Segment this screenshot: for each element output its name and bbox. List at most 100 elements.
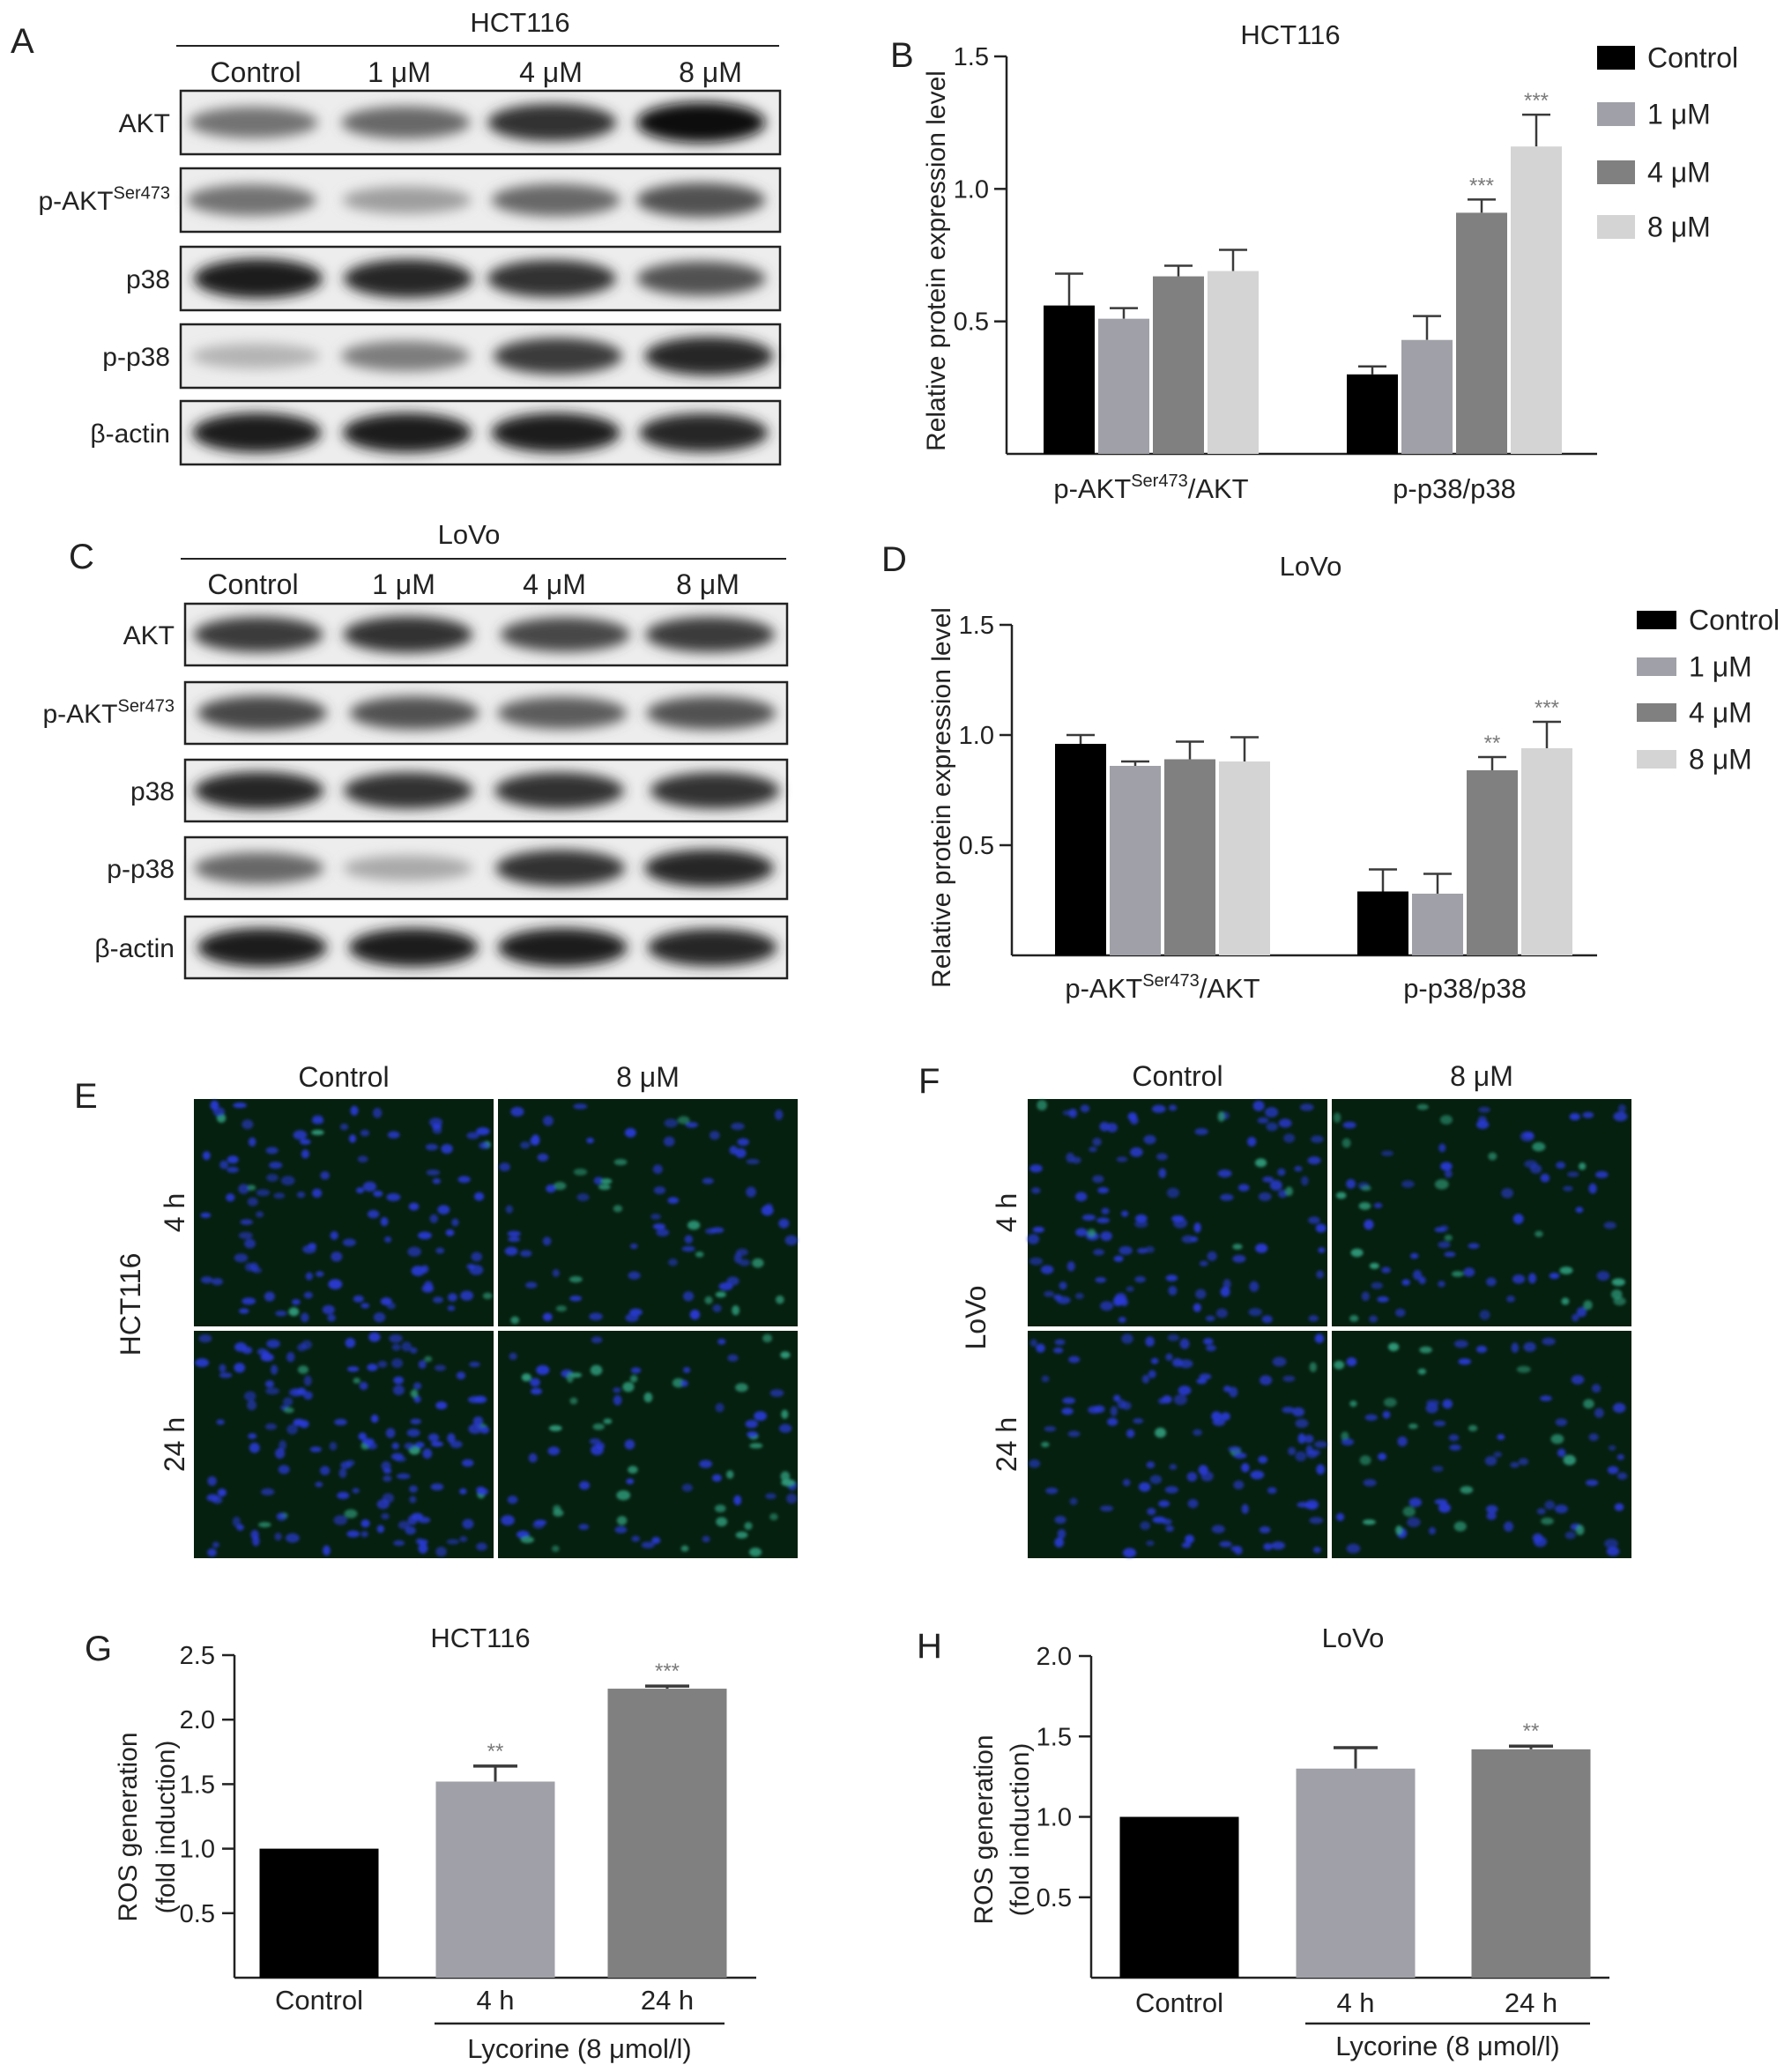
blot-band [644,849,774,887]
cell [301,1312,309,1323]
cell [1488,1152,1497,1161]
cell [409,1485,418,1493]
cell [384,1236,392,1244]
cell [774,1110,784,1120]
cell [1614,1503,1624,1511]
cell [1062,1397,1076,1404]
cell [735,1383,748,1392]
cell [1053,1347,1064,1354]
cell [293,1389,303,1395]
cell [578,1524,590,1530]
cell [1157,1398,1167,1405]
cell [1373,1202,1383,1208]
cell [1260,1375,1273,1385]
micrograph [1332,1099,1631,1326]
cell [311,1129,324,1136]
blot-band [349,695,479,731]
cell [1129,1147,1143,1157]
cell [716,1517,728,1526]
cell [1145,1246,1155,1253]
microscopy-f-lovo: Control 8 μM LoVo 4 h 24 h [960,1060,1631,1558]
cell [1341,1431,1349,1441]
cell [1068,1355,1081,1363]
cell [1397,1436,1408,1447]
cell [1297,1502,1311,1508]
cell [1118,1246,1133,1255]
micrograph [194,1099,494,1326]
cell [1401,1180,1415,1188]
cell [1377,1452,1387,1461]
cell [1596,1271,1610,1281]
blot-band [343,855,473,881]
cell [677,1116,690,1125]
cell [656,1229,670,1237]
cell [624,1439,635,1450]
blot-title: LoVo [438,519,501,550]
cell [702,1177,714,1185]
category-label: 4 h [1336,1987,1374,2018]
cell [479,1141,490,1149]
cell [1576,1307,1587,1318]
cell [695,1251,704,1258]
legend-swatch [1597,46,1635,70]
cell [1556,1162,1566,1170]
blot-row: p-AKTSer473 [42,680,789,746]
cell [1075,1228,1088,1237]
cell [427,1433,440,1442]
blot-row-label-superscript: Ser473 [114,183,171,203]
blot-band [343,259,473,298]
cell [1146,1461,1156,1469]
cell [477,1488,489,1496]
cell [1233,1452,1247,1459]
cell [278,1465,290,1474]
cell [1453,1340,1468,1348]
cell [542,1237,552,1246]
cell [320,1171,330,1180]
cell [1151,1104,1166,1113]
cell [1617,1104,1626,1113]
cell [1100,1231,1112,1241]
cell [1041,1375,1050,1383]
row-label: 4 h [991,1193,1022,1232]
cell [308,1243,317,1250]
cell [331,1251,343,1262]
cell [236,1524,244,1531]
cell [1221,1412,1230,1421]
cells [1333,1103,1628,1323]
cell [1195,1289,1207,1299]
cell [1121,1333,1133,1344]
cell [342,1238,356,1247]
cell [643,1392,653,1403]
cell [1434,1179,1449,1190]
cell [401,1341,412,1352]
cell [1540,1395,1552,1401]
cell [404,1442,415,1450]
cell [293,1130,308,1140]
column-label: Control [298,1061,389,1093]
cell [1185,1534,1194,1544]
cell [1395,1525,1403,1535]
cell [1054,1339,1066,1346]
cell [482,1292,493,1300]
cell [1282,1407,1295,1414]
cell [269,1162,283,1170]
cell [1148,1370,1156,1378]
column-label: Control [1132,1060,1222,1092]
cell [1314,1333,1325,1344]
cell [736,1248,748,1256]
cell [367,1363,378,1371]
cell [1250,1470,1265,1480]
blot-band [187,184,316,216]
legend-label: Control [1647,42,1738,74]
cell [219,1363,227,1373]
cell [1257,1117,1269,1124]
cell [520,1141,531,1149]
bar [1044,305,1095,454]
cell [1479,1310,1490,1320]
cell [1282,1375,1296,1382]
group-label-superscript: Ser473 [1131,472,1188,491]
cell [358,1432,368,1441]
cell [1349,1315,1359,1322]
cell [297,1343,307,1352]
cell [368,1332,381,1342]
